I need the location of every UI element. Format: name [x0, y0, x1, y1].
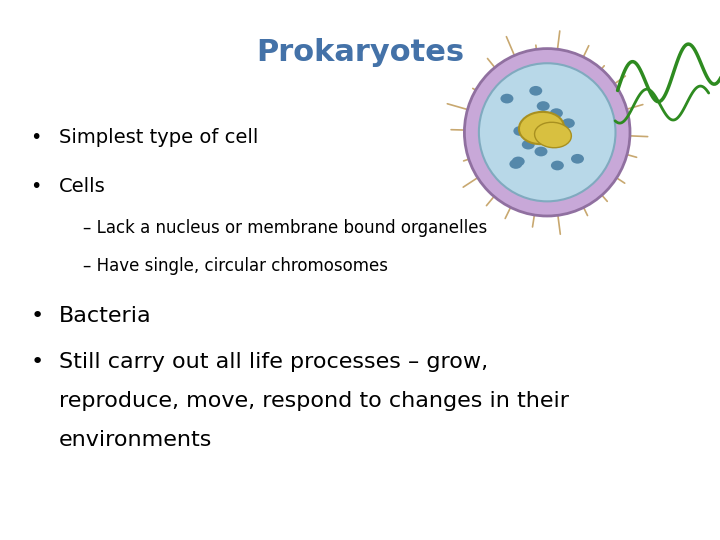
Circle shape	[522, 140, 535, 150]
Circle shape	[513, 126, 526, 136]
Circle shape	[500, 94, 513, 104]
Text: Cells: Cells	[59, 177, 106, 196]
Ellipse shape	[464, 49, 630, 216]
Circle shape	[550, 109, 563, 118]
Circle shape	[536, 101, 549, 111]
Text: •: •	[30, 128, 42, 147]
Text: •: •	[30, 177, 42, 196]
Text: Prokaryotes: Prokaryotes	[256, 38, 464, 67]
Circle shape	[529, 86, 542, 96]
Text: •: •	[30, 306, 43, 326]
Ellipse shape	[534, 122, 572, 148]
Text: Bacteria: Bacteria	[59, 306, 152, 326]
Text: – Lack a nucleus or membrane bound organelles: – Lack a nucleus or membrane bound organ…	[83, 219, 487, 237]
Circle shape	[534, 147, 547, 157]
Text: environments: environments	[59, 429, 212, 450]
Ellipse shape	[519, 112, 564, 144]
Circle shape	[551, 160, 564, 170]
Circle shape	[523, 125, 536, 135]
Text: Simplest type of cell: Simplest type of cell	[59, 128, 258, 147]
Circle shape	[571, 154, 584, 164]
Text: reproduce, move, respond to changes in their: reproduce, move, respond to changes in t…	[59, 390, 569, 411]
Text: – Have single, circular chromosomes: – Have single, circular chromosomes	[83, 256, 388, 275]
Circle shape	[512, 157, 525, 166]
Circle shape	[509, 159, 522, 169]
Ellipse shape	[479, 63, 616, 201]
Text: Still carry out all life processes – grow,: Still carry out all life processes – gro…	[59, 352, 488, 372]
Text: •: •	[30, 352, 43, 372]
Circle shape	[562, 118, 575, 128]
